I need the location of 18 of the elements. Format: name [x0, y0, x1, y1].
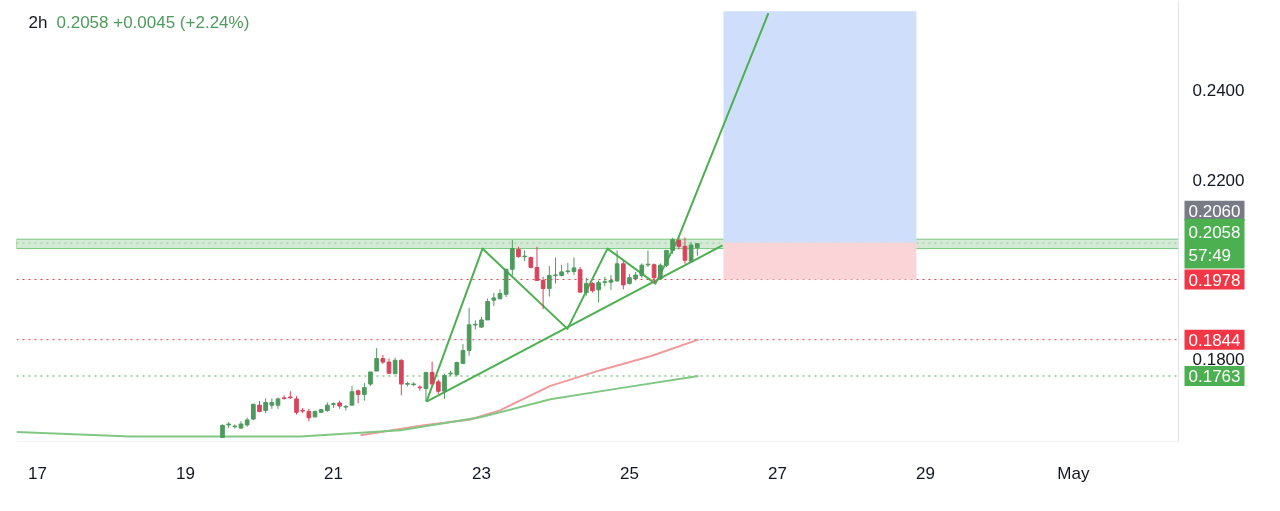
x-tick-label: May [1057, 463, 1090, 483]
y-tick-label: 0.1800 [1192, 350, 1245, 370]
x-tick-label: 21 [324, 463, 343, 483]
x-tick-label: 23 [472, 463, 491, 483]
ref-line-label: 0.2058 57:49 [1188, 222, 1241, 265]
x-tick-label: 29 [915, 463, 935, 483]
y-tick-label: 0.2200 [1192, 170, 1245, 190]
ref-line-label: 0.1978 [1188, 270, 1241, 290]
text: 2h [28, 13, 48, 32]
ref-line-label: 0.2060 [1188, 201, 1241, 221]
x-tick-label: 17 [28, 463, 47, 483]
x-tick-label: 25 [620, 463, 639, 483]
ref-line-label: 0.1844 [1188, 330, 1241, 350]
ref-line-label: 0.1763 [1188, 367, 1241, 386]
x-tick-label: 19 [176, 463, 195, 483]
x-tick-label: 27 [768, 463, 787, 483]
text: 0.2058 +0.0045 (+2.24%) [56, 13, 250, 32]
y-tick-label: 0.2400 [1192, 81, 1245, 101]
